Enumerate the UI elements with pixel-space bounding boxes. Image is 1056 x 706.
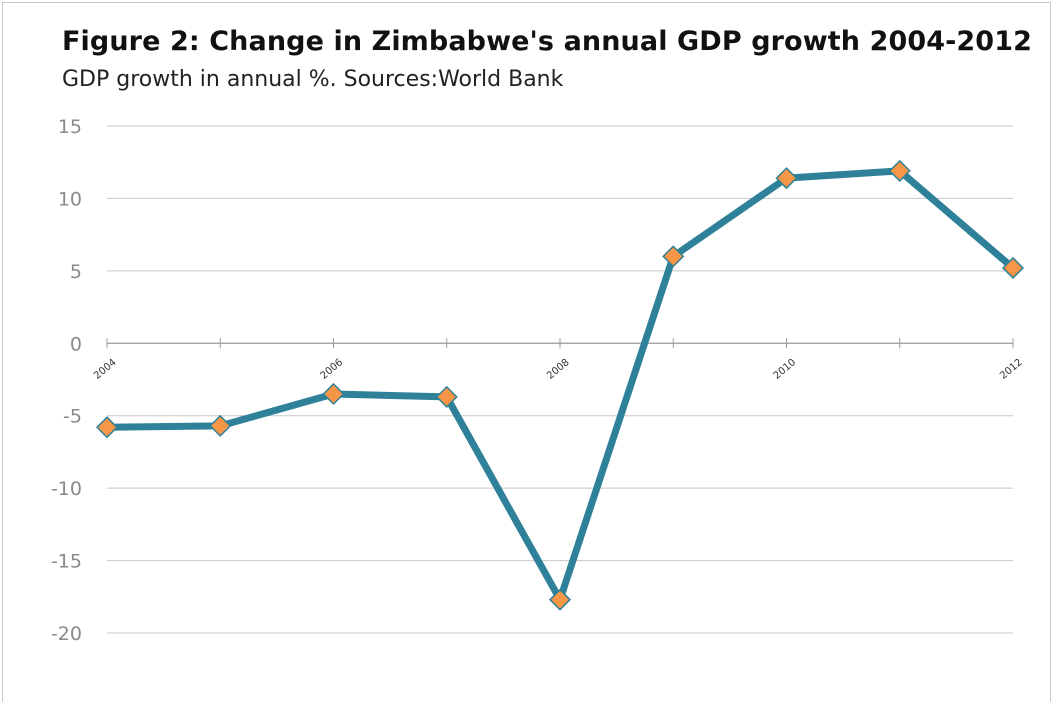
series-gdp-growth bbox=[95, 159, 1025, 611]
y-axis-tick-labels: 15 10 5 0 -5 -10 -15 -20 bbox=[51, 116, 82, 645]
data-point-marker bbox=[775, 167, 798, 190]
chart-subtitle: GDP growth in annual %. Sources:World Ba… bbox=[62, 67, 564, 92]
data-point-marker bbox=[95, 416, 119, 439]
y-tick-label: 15 bbox=[58, 116, 82, 138]
y-tick-label: 10 bbox=[58, 188, 82, 210]
data-point-marker bbox=[888, 159, 911, 182]
x-tick-label: 2008 bbox=[545, 357, 572, 382]
data-point-marker bbox=[435, 385, 458, 408]
x-tick-label: 2010 bbox=[772, 357, 799, 382]
x-tick-label: 2004 bbox=[92, 357, 119, 382]
data-point-marker bbox=[662, 245, 685, 268]
data-point-marker bbox=[1001, 256, 1025, 280]
y-tick-label: 5 bbox=[70, 261, 82, 283]
gridlines bbox=[107, 125, 1013, 634]
y-tick-label: -10 bbox=[51, 478, 82, 500]
data-point-marker bbox=[548, 588, 572, 611]
series-line bbox=[103, 167, 1017, 604]
x-axis: 2004 2006 2008 2010 2012 bbox=[92, 338, 1025, 382]
y-tick-label: 0 bbox=[70, 333, 82, 355]
y-tick-label: -5 bbox=[63, 406, 82, 428]
y-tick-label: -15 bbox=[51, 551, 82, 573]
data-point-marker bbox=[209, 414, 232, 437]
y-tick-label: -20 bbox=[51, 623, 82, 645]
x-tick-label: 2012 bbox=[998, 357, 1025, 382]
chart-title: Figure 2: Change in Zimbabwe's annual GD… bbox=[62, 26, 1032, 57]
data-point-marker bbox=[322, 382, 345, 406]
x-tick-label: 2006 bbox=[319, 357, 346, 382]
